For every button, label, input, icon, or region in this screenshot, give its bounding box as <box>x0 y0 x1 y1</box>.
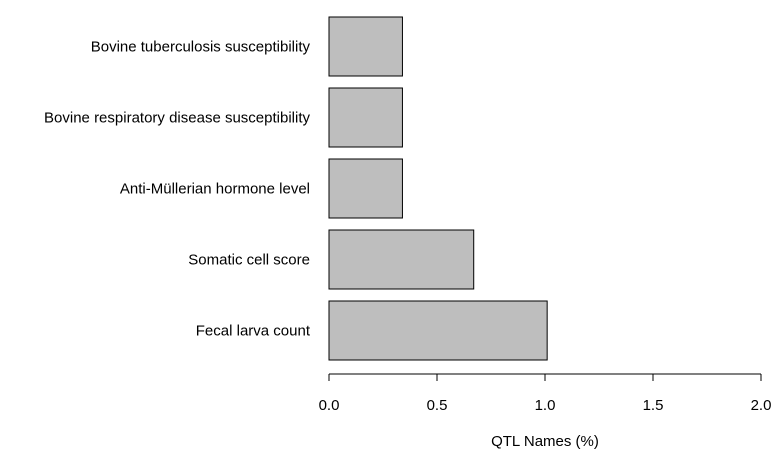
category-label-1: Bovine respiratory disease susceptibilit… <box>44 110 310 127</box>
category-label-0: Bovine tuberculosis susceptibility <box>91 39 311 56</box>
category-label-2: Anti-Müllerian hormone level <box>120 181 310 198</box>
x-axis-ticks: 0.0 0.5 1.0 1.5 2.0 <box>319 374 772 414</box>
bars-group <box>328 16 548 361</box>
bar-1 <box>328 87 403 148</box>
x-tick-label-1: 0.5 <box>427 397 448 414</box>
x-axis-label: QTL Names (%) <box>491 433 599 450</box>
x-tick-label-4: 2.0 <box>751 397 772 414</box>
bar-2 <box>328 158 403 219</box>
category-label-4: Fecal larva count <box>196 323 311 340</box>
x-tick-label-0: 0.0 <box>319 397 340 414</box>
bar-0 <box>328 16 403 77</box>
bar-4 <box>328 300 548 361</box>
x-tick-label-2: 1.0 <box>535 397 556 414</box>
category-labels: Bovine tuberculosis susceptibility Bovine… <box>44 39 311 340</box>
x-tick-label-3: 1.5 <box>643 397 664 414</box>
category-label-3: Somatic cell score <box>188 252 310 269</box>
bar-3 <box>328 229 475 290</box>
